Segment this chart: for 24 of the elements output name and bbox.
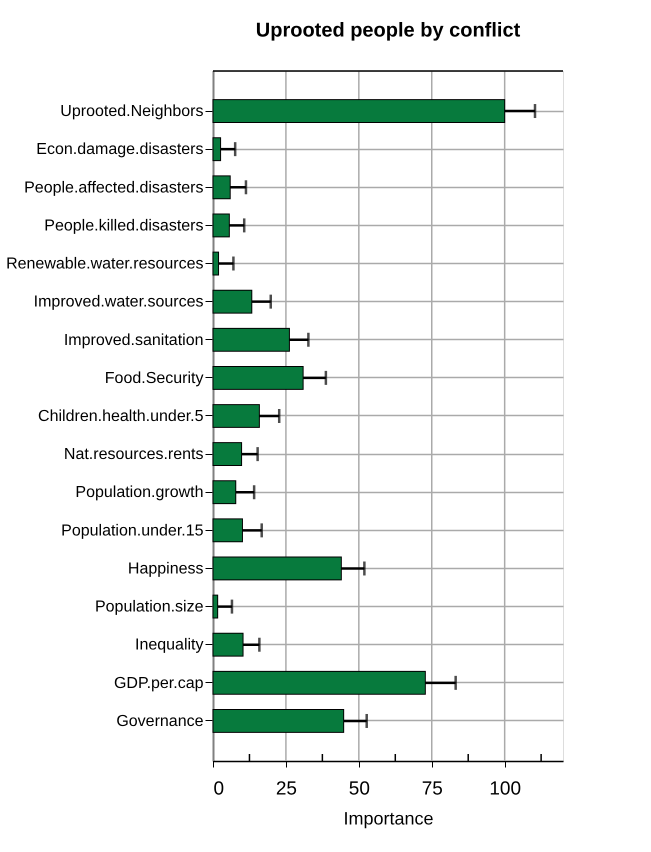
chart-title: Uprooted people by conflict — [256, 19, 521, 42]
x-tick-label: 25 — [276, 778, 297, 800]
y-tick-label: Population.growth — [75, 484, 204, 502]
y-tick-label: Children.health.under.5 — [38, 408, 204, 425]
x-tick-label: 75 — [422, 778, 443, 800]
y-tick-label: Improved.sanitation — [64, 332, 204, 349]
y-tick-label: GDP.per.cap — [114, 674, 204, 692]
x-tick-label: 100 — [489, 778, 522, 800]
y-tick-label: People.killed.disasters — [44, 217, 204, 234]
y-tick-label: Governance — [116, 712, 204, 730]
y-tick-label: Population.size — [94, 598, 204, 616]
y-tick-label: Uprooted.Neighbors — [60, 103, 204, 120]
y-tick-label: Renewable.water.resources — [6, 256, 204, 273]
y-tick-label: Food.Security — [104, 370, 204, 387]
y-tick-label: Improved.water.sources — [34, 294, 204, 311]
x-tick-label: 0 — [214, 778, 224, 800]
y-tick-label: Inequality — [135, 636, 204, 654]
y-tick-label: Happiness — [128, 560, 204, 578]
y-tick-label: Nat.resources.rents — [64, 446, 204, 464]
x-tick-label: 50 — [348, 778, 370, 800]
y-tick-label: Population.under.15 — [61, 522, 204, 540]
y-tick-label: Econ.damage.disasters — [36, 141, 204, 158]
y-tick-label: People.affected.disasters — [24, 179, 204, 196]
x-axis-title: Importance — [343, 808, 434, 828]
